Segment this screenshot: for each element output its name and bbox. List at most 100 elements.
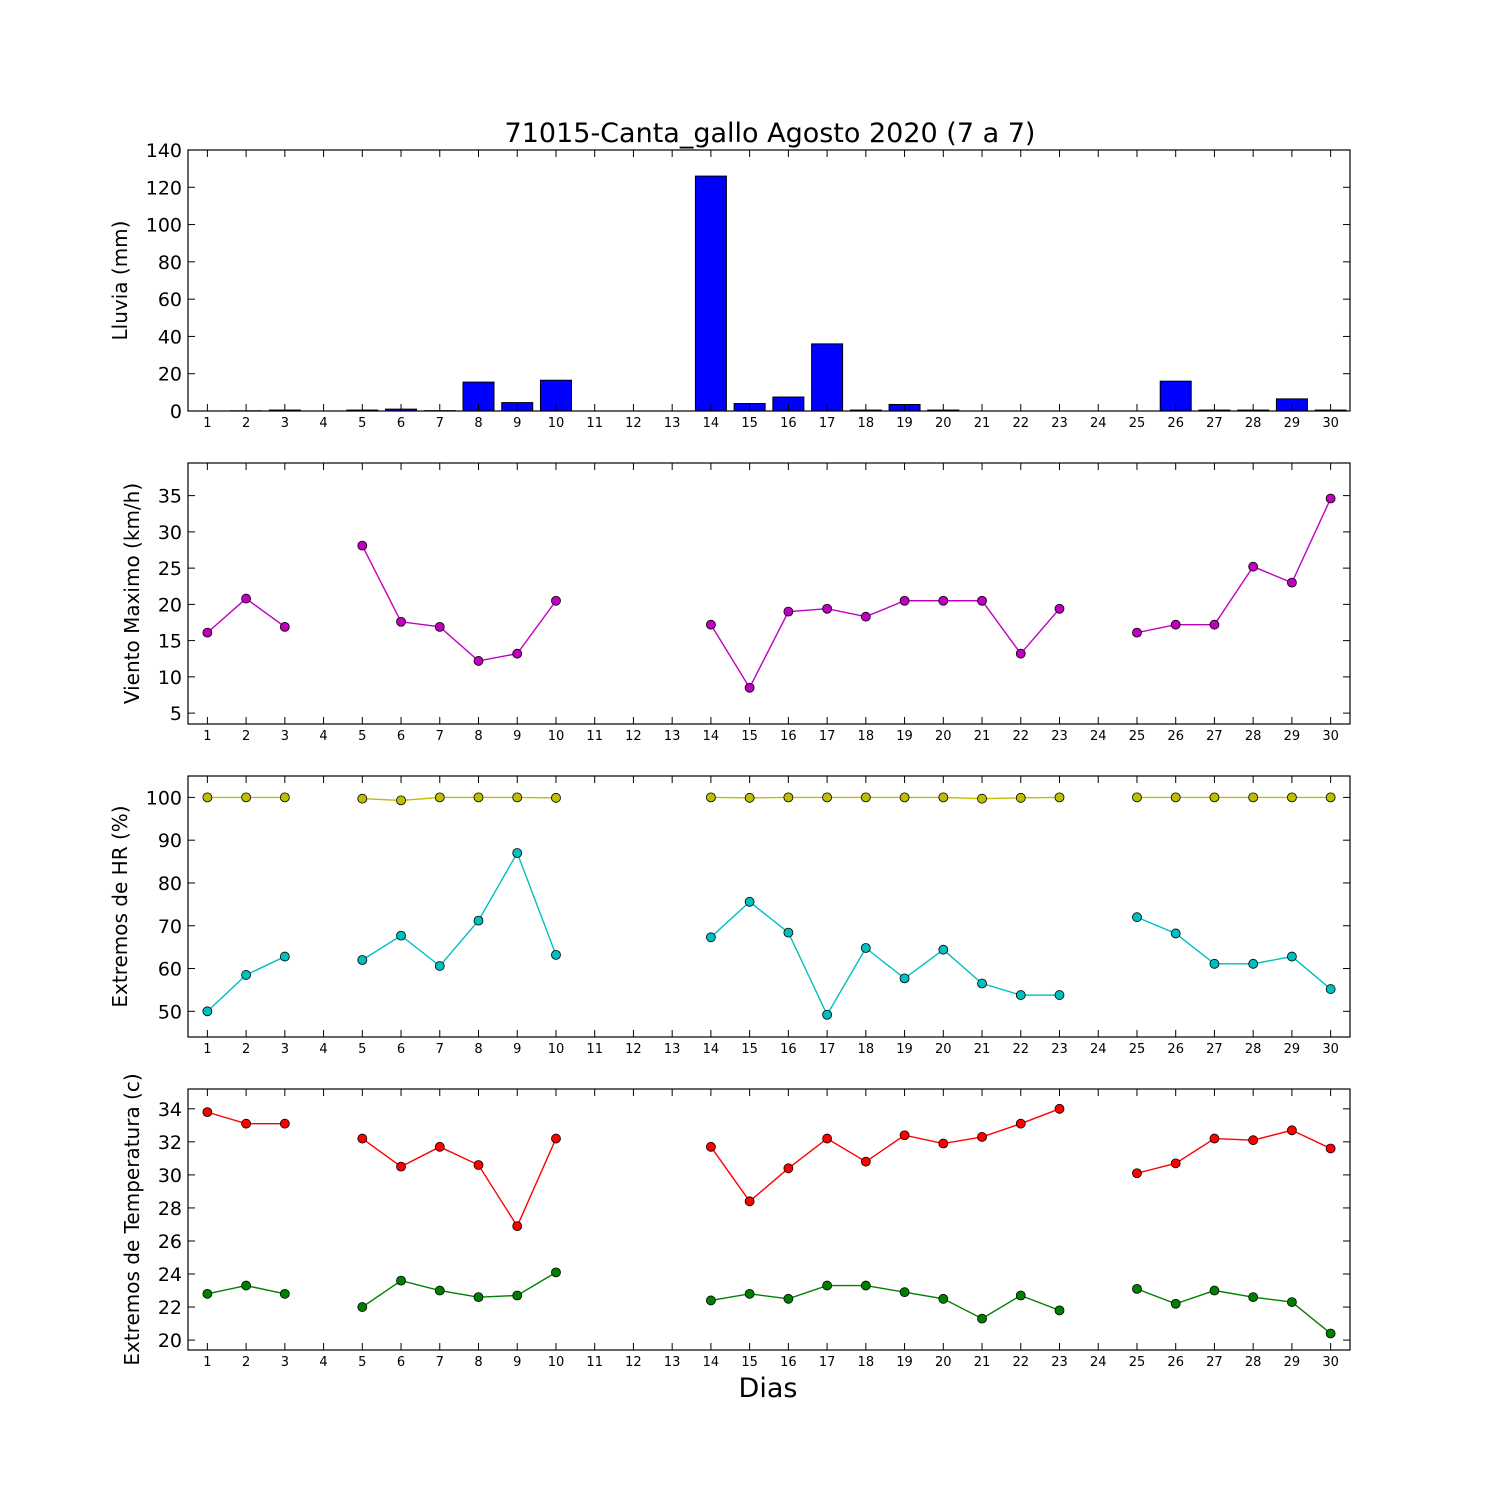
data-point-day-2 xyxy=(241,792,252,803)
x-tick-label: 1 xyxy=(203,729,211,744)
x-tick-label: 8 xyxy=(474,1355,482,1370)
x-tick-label: 25 xyxy=(1129,1042,1146,1057)
data-point-day-1 xyxy=(202,1288,213,1299)
x-tick-label: 21 xyxy=(974,416,991,431)
data-point-day-30 xyxy=(1325,1143,1336,1154)
series-line xyxy=(1136,1288,1332,1335)
x-tick-label: 17 xyxy=(819,416,836,431)
x-tick-label: 3 xyxy=(281,1355,289,1370)
y-tick-label: 26 xyxy=(158,1231,182,1253)
data-point-day-5 xyxy=(357,1133,368,1144)
x-tick-label: 28 xyxy=(1245,729,1262,744)
x-tick-label: 6 xyxy=(397,1355,405,1370)
data-point-day-10 xyxy=(551,792,561,803)
series-line xyxy=(1136,498,1332,634)
data-point-day-21 xyxy=(977,1132,987,1142)
x-tick-label: 17 xyxy=(819,1355,836,1370)
data-point-day-27 xyxy=(1209,1285,1220,1296)
data-point-day-30 xyxy=(1325,493,1336,504)
data-point-day-1 xyxy=(202,792,213,803)
x-tick-label: 10 xyxy=(548,729,565,744)
data-point-day-25 xyxy=(1132,627,1142,638)
x-tick-label: 23 xyxy=(1051,416,1068,431)
data-point-day-22 xyxy=(1015,648,1026,659)
y-tick-label: 35 xyxy=(158,486,182,508)
x-tick-label: 3 xyxy=(281,1042,289,1057)
bar-day-17 xyxy=(811,343,844,412)
data-point-day-25 xyxy=(1132,912,1142,923)
x-tick-label: 14 xyxy=(703,729,720,744)
y-tick-label: 100 xyxy=(146,787,182,809)
data-point-day-30 xyxy=(1325,984,1336,994)
x-tick-label: 22 xyxy=(1012,1355,1029,1370)
axes-frame xyxy=(187,775,1351,1038)
x-tick-label: 21 xyxy=(974,729,991,744)
y-tick-label: 120 xyxy=(146,177,182,199)
data-point-day-29 xyxy=(1287,1125,1297,1136)
x-tick-label: 7 xyxy=(436,1042,444,1057)
data-point-day-28 xyxy=(1248,792,1259,803)
x-tick-label: 19 xyxy=(896,1042,913,1057)
x-tick-label: 25 xyxy=(1129,729,1146,744)
x-tick-label: 28 xyxy=(1245,1355,1262,1370)
data-point-day-9 xyxy=(512,1290,523,1301)
x-tick-label: 2 xyxy=(242,729,250,744)
y-tick-label: 100 xyxy=(146,215,182,237)
y-axis-label: Extremos de Temperatura (c) xyxy=(120,1073,144,1365)
data-point-day-28 xyxy=(1248,958,1259,969)
x-tick-label: 18 xyxy=(858,1042,875,1057)
x-tick-label: 27 xyxy=(1206,1042,1223,1057)
data-point-day-26 xyxy=(1170,619,1181,630)
y-tick-label: 32 xyxy=(158,1132,182,1154)
series-line xyxy=(710,900,1060,1017)
x-tick-label: 7 xyxy=(436,729,444,744)
data-point-day-9 xyxy=(512,648,523,659)
data-point-day-29 xyxy=(1287,792,1297,803)
y-tick-label: 34 xyxy=(158,1099,182,1121)
x-tick-label: 4 xyxy=(319,1042,327,1057)
x-tick-label: 2 xyxy=(242,1355,250,1370)
y-tick-label: 20 xyxy=(158,364,182,386)
data-point-day-7 xyxy=(434,792,445,803)
x-tick-label: 30 xyxy=(1322,416,1339,431)
data-point-day-2 xyxy=(241,1118,252,1129)
data-point-day-23 xyxy=(1054,792,1065,803)
data-point-day-25 xyxy=(1132,792,1142,803)
x-tick-label: 24 xyxy=(1090,729,1107,744)
y-tick-label: 0 xyxy=(170,401,182,423)
x-tick-label: 6 xyxy=(397,1042,405,1057)
x-tick-label: 6 xyxy=(397,729,405,744)
x-tick-label: 30 xyxy=(1322,1042,1339,1057)
data-point-day-29 xyxy=(1287,577,1297,588)
x-tick-label: 29 xyxy=(1284,1355,1301,1370)
x-tick-label: 9 xyxy=(513,729,521,744)
panel-4: 1 2 3 4 5 6 7 8 9 10 11 12 13 14 15 16 17 18 19 20 21 22 23 24 2… xyxy=(120,1073,1351,1370)
data-point-day-1 xyxy=(202,1107,213,1118)
data-point-day-5 xyxy=(357,540,368,551)
data-point-day-1 xyxy=(202,627,213,638)
x-tick-label: 15 xyxy=(741,1042,758,1057)
x-tick-label: 21 xyxy=(974,1355,991,1370)
data-point-day-22 xyxy=(1015,1118,1026,1129)
data-point-day-20 xyxy=(938,944,949,955)
x-tick-label: 24 xyxy=(1090,1042,1107,1057)
data-point-day-15 xyxy=(744,792,755,803)
x-tick-label: 26 xyxy=(1167,729,1184,744)
x-tick-label: 28 xyxy=(1245,416,1262,431)
x-tick-label: 6 xyxy=(397,416,405,431)
x-tick-label: 12 xyxy=(625,1042,642,1057)
x-tick-label: 8 xyxy=(474,1042,482,1057)
y-tick-label: 80 xyxy=(158,873,182,895)
x-tick-label: 14 xyxy=(703,1355,720,1370)
x-tick-label: 22 xyxy=(1012,729,1029,744)
data-point-day-22 xyxy=(1015,1290,1026,1301)
x-tick-label: 15 xyxy=(741,729,758,744)
data-point-day-2 xyxy=(241,593,252,604)
y-tick-label: 50 xyxy=(158,1001,182,1023)
data-point-day-14 xyxy=(706,1295,716,1306)
x-tick-label: 13 xyxy=(664,729,681,744)
data-point-day-18 xyxy=(860,792,871,803)
y-tick-label: 30 xyxy=(158,1165,182,1187)
data-point-day-25 xyxy=(1132,1168,1142,1179)
data-point-day-20 xyxy=(938,1293,949,1304)
